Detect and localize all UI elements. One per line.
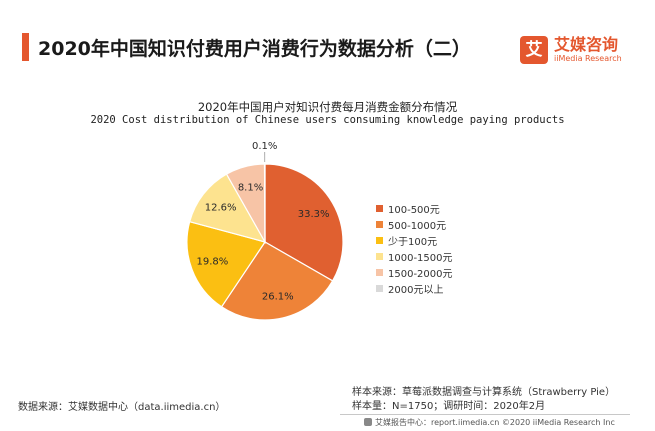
pie-chart: 33.3% 26.1% 19.8% 12.6%8.1% 0.1% <box>186 141 344 321</box>
chart-legend: 100-500元 500-1000元 少于100元 1000-1500元 1500-20… <box>376 200 453 296</box>
legend-item-2: 少于100元 <box>376 232 453 248</box>
legend-label-0: 100-500元 <box>388 204 440 216</box>
legend-item-0: 100-500元 <box>376 200 453 216</box>
report-footer: 艾媒报告中心：report.iimedia.cn ©2020 iiMedia R… <box>364 417 615 428</box>
footer-divider <box>340 414 630 415</box>
slice-label-0: 33.3% <box>298 209 330 220</box>
report-footer-text: 艾媒报告中心：report.iimedia.cn ©2020 iiMedia R… <box>375 418 615 427</box>
brand-mark-icon: 艾 <box>520 36 548 64</box>
slice-label-2: 19.8% <box>197 257 229 268</box>
legend-swatch-1 <box>376 220 383 228</box>
report-center-icon <box>364 418 372 426</box>
brand-logo: 艾 艾媒咨询 iiMedia Research <box>520 36 640 66</box>
slice-label-5: 0.1% <box>252 141 277 152</box>
chart-title: 2020年中国用户对知识付费每月消费金额分布情况 <box>197 100 458 114</box>
legend-item-5: 2000元以上 <box>376 280 453 296</box>
legend-label-5: 2000元以上 <box>388 284 444 296</box>
page-title: 2020年中国知识付费用户消费行为数据分析（二） <box>38 38 471 60</box>
legend-label-1: 500-1000元 <box>388 220 447 232</box>
slice-label-4: 8.1% <box>238 183 263 194</box>
legend-swatch-3 <box>376 252 383 260</box>
legend-swatch-4 <box>376 268 383 276</box>
data-source: 数据来源：艾媒数据中心（data.iimedia.cn） <box>18 402 226 413</box>
sample-info: 样本量：N=1750；调研时间：2020年2月 <box>352 401 546 412</box>
sample-source: 样本来源：草莓派数据调查与计算系统（Strawberry Pie） <box>352 387 616 398</box>
legend-label-2: 少于100元 <box>388 236 438 248</box>
slice-label-1: 26.1% <box>262 292 294 303</box>
chart-subtitle: 2020 Cost distribution of Chinese users … <box>90 114 565 126</box>
legend-swatch-5 <box>376 284 383 292</box>
legend-swatch-2 <box>376 236 383 244</box>
legend-item-4: 1500-2000元 <box>376 264 453 280</box>
pie-slice-1 <box>220 241 334 321</box>
pie-slice-0 <box>264 163 344 282</box>
legend-item-1: 500-1000元 <box>376 216 453 232</box>
pie-slice-3 <box>188 173 267 243</box>
brand-name-cn: 艾媒咨询 <box>554 35 619 54</box>
slice-label-3: 12.6% <box>205 203 237 214</box>
title-accent-bar <box>22 33 29 61</box>
legend-label-4: 1500-2000元 <box>388 268 453 280</box>
brand-name-en: iiMedia Research <box>554 54 622 63</box>
legend-label-3: 1000-1500元 <box>388 252 453 264</box>
legend-item-3: 1000-1500元 <box>376 248 453 264</box>
pie-slice-2 <box>186 220 266 308</box>
legend-swatch-0 <box>376 204 383 212</box>
